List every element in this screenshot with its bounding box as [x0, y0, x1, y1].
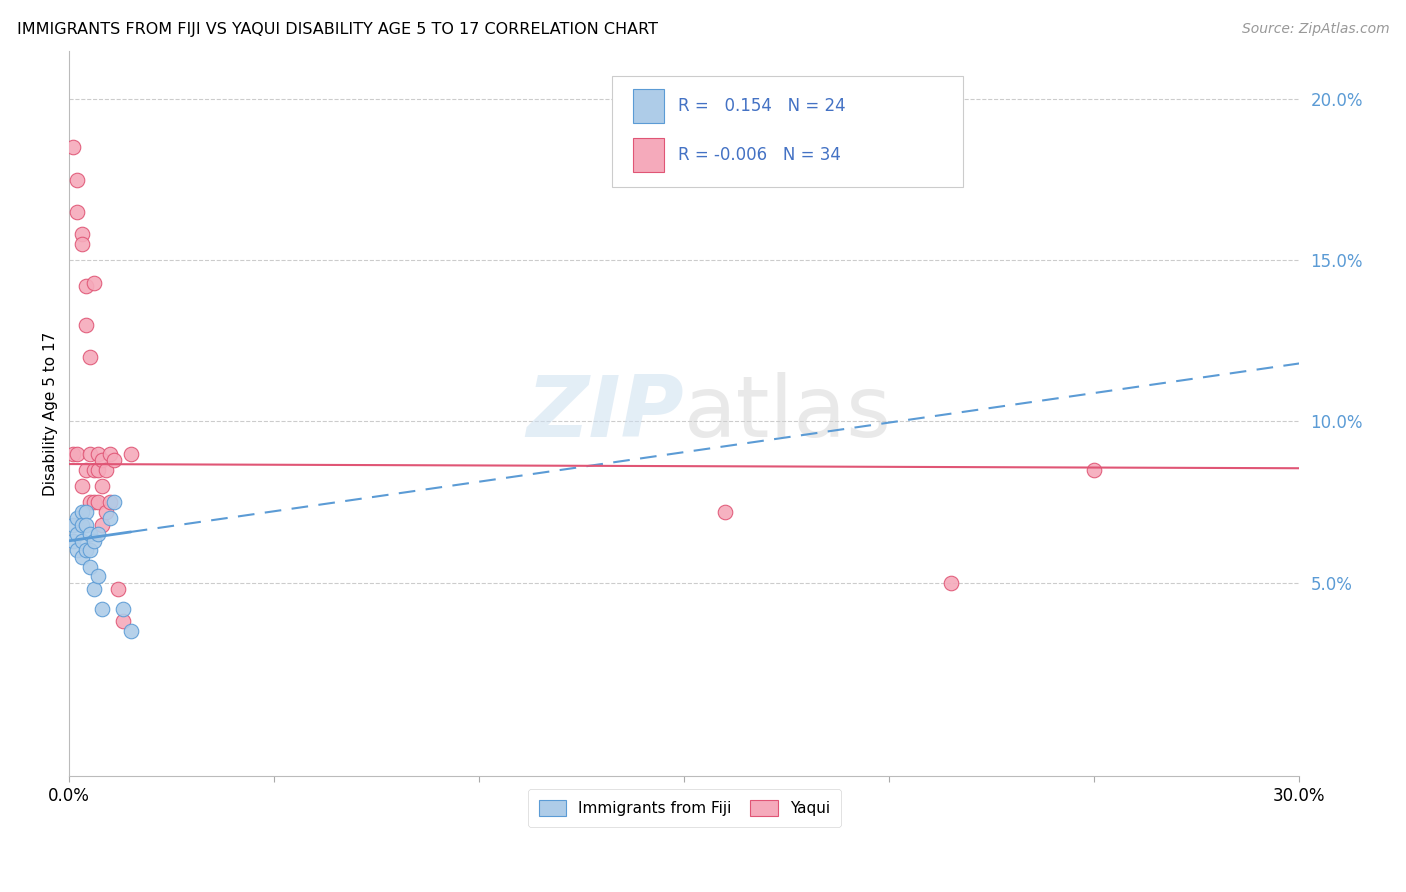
Point: [70, 517, 93, 532]
Point: [111, 615, 134, 629]
Point: [111, 601, 134, 615]
Point: [87, 495, 110, 509]
Text: R = -0.006   N = 34: R = -0.006 N = 34: [678, 146, 841, 164]
Point: [75, 318, 97, 332]
Point: [91, 517, 114, 532]
Point: [83, 276, 105, 290]
Point: [79, 495, 101, 509]
Text: IMMIGRANTS FROM FIJI VS YAQUI DISABILITY AGE 5 TO 17 CORRELATION CHART: IMMIGRANTS FROM FIJI VS YAQUI DISABILITY…: [17, 22, 658, 37]
Point: [98, 447, 121, 461]
Point: [70, 533, 93, 548]
Point: [75, 517, 97, 532]
Point: [939, 575, 962, 590]
Point: [75, 505, 97, 519]
Legend: Immigrants from Fiji, Yaqui: Immigrants from Fiji, Yaqui: [527, 789, 841, 827]
Point: [714, 505, 737, 519]
Point: [87, 527, 110, 541]
Point: [83, 495, 105, 509]
Point: [98, 495, 121, 509]
Point: [62, 517, 84, 532]
Point: [62, 140, 84, 154]
Text: ZIP: ZIP: [527, 372, 685, 455]
Point: [79, 350, 101, 364]
Text: R =   0.154   N = 24: R = 0.154 N = 24: [678, 97, 845, 115]
Point: [94, 463, 117, 477]
Point: [70, 237, 93, 252]
Y-axis label: Disability Age 5 to 17: Disability Age 5 to 17: [44, 331, 58, 496]
Point: [66, 511, 89, 525]
Point: [75, 463, 97, 477]
Point: [120, 624, 142, 638]
Point: [103, 495, 125, 509]
Point: [87, 463, 110, 477]
Point: [87, 569, 110, 583]
Point: [1083, 463, 1105, 477]
Point: [75, 543, 97, 558]
Point: [83, 582, 105, 596]
Point: [91, 601, 114, 615]
Point: [62, 447, 84, 461]
Point: [66, 543, 89, 558]
Point: [66, 172, 89, 186]
Point: [91, 479, 114, 493]
Point: [107, 582, 129, 596]
Point: [79, 559, 101, 574]
Point: [66, 527, 89, 541]
Point: [87, 447, 110, 461]
Point: [83, 533, 105, 548]
Point: [70, 479, 93, 493]
Point: [91, 453, 114, 467]
Point: [79, 527, 101, 541]
Point: [83, 463, 105, 477]
Text: Source: ZipAtlas.com: Source: ZipAtlas.com: [1241, 22, 1389, 37]
Point: [70, 549, 93, 564]
Point: [66, 447, 89, 461]
Point: [70, 505, 93, 519]
Point: [70, 227, 93, 242]
Point: [79, 543, 101, 558]
Point: [79, 447, 101, 461]
Point: [62, 533, 84, 548]
Point: [103, 453, 125, 467]
Point: [66, 205, 89, 219]
Point: [94, 505, 117, 519]
Text: atlas: atlas: [685, 372, 893, 455]
Point: [98, 511, 121, 525]
Point: [120, 447, 142, 461]
Point: [75, 279, 97, 293]
